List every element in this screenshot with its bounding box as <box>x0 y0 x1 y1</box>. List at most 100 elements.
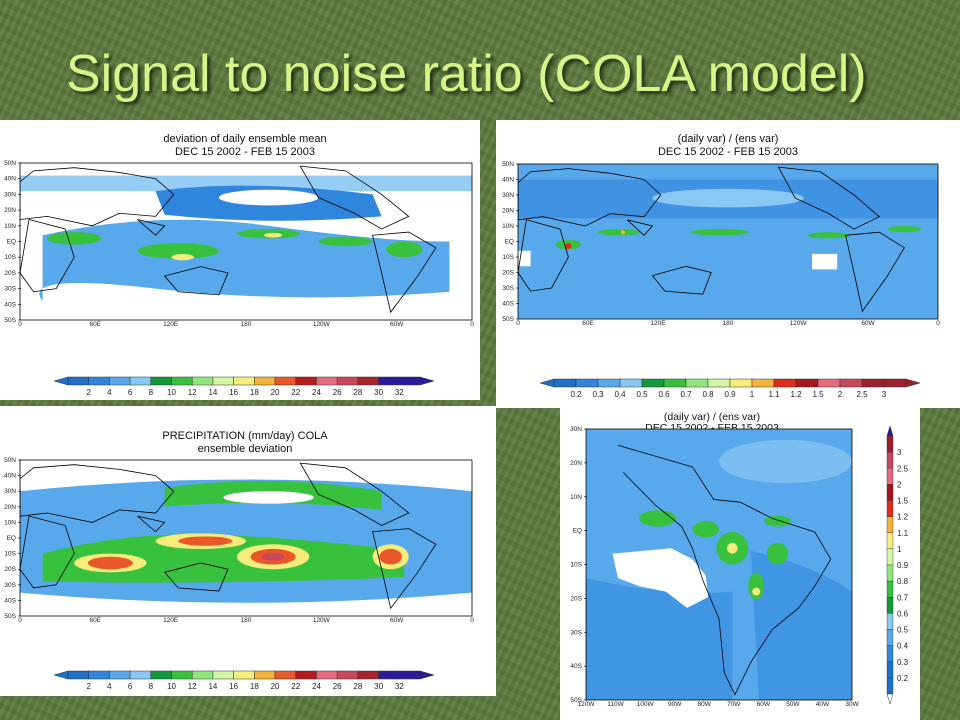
x-axis: 120W 110W 100W 90W 80W 70W 60W 50W 40W 30W <box>578 701 860 708</box>
colorbar-label: 1.1 <box>897 529 909 538</box>
y-tick-label: 30N <box>4 191 16 198</box>
colorbar-label: 2 <box>838 390 843 399</box>
colorbar-label: 0.5 <box>636 390 648 399</box>
colorbar-label: 4 <box>107 388 112 397</box>
y-tick-label: 10S <box>4 551 16 558</box>
y-tick-label: 30N <box>570 426 582 433</box>
y-tick-label: 10N <box>570 494 582 501</box>
y-tick-label: 40S <box>570 663 582 670</box>
colorbar-swatch <box>378 670 400 680</box>
colorbar-label: 0.8 <box>897 577 909 586</box>
colorbar-swatch <box>553 378 577 388</box>
colorbar-swatch <box>886 516 894 533</box>
colorbar-label: 0.6 <box>658 390 670 399</box>
colorbar-label: 22 <box>291 388 300 397</box>
colorbar-label: 8 <box>149 682 154 691</box>
colorbar-label: 1.5 <box>897 497 909 506</box>
colorbar-swatch <box>357 376 379 386</box>
colorbar-swatch <box>316 376 338 386</box>
colorbar-label: 24 <box>312 682 321 691</box>
x-axis: 0 60E 120E 180 120W 60W 0 <box>18 617 474 624</box>
colorbar-label: 0.7 <box>680 390 692 399</box>
colorbar-swatch <box>274 376 297 386</box>
colorbar-swatch <box>597 378 621 388</box>
chart-variance-ratio-south-america: (daily var) / (ens var) DEC 15 2002 - FE… <box>570 411 909 708</box>
x-tick-label: 120W <box>313 321 331 328</box>
colorbar-label: 20 <box>271 388 280 397</box>
colorbar-swatch <box>336 376 359 386</box>
colorbar-label: 8 <box>149 388 154 397</box>
colorbar-swatch <box>399 670 421 680</box>
colorbar-swatch <box>399 376 421 386</box>
y-tick-label: 20S <box>4 566 16 573</box>
x-tick-label: 60E <box>90 321 102 328</box>
colorbar-swatch <box>886 484 894 501</box>
y-tick-label: EQ <box>505 239 514 246</box>
colorbar-swatch <box>883 378 907 388</box>
y-tick-label: 50N <box>4 160 16 167</box>
colorbar-label: 18 <box>250 682 259 691</box>
y-axis: 50N 40N 30N 20N 10N EQ 10S 20S 30S 40S 50S <box>502 161 519 323</box>
colorbar-label: 2.5 <box>856 390 868 399</box>
colorbar-swatch <box>886 435 894 453</box>
colorbar-swatch <box>129 376 152 386</box>
chart-title: (daily var) / (ens var) <box>664 411 760 423</box>
y-tick-label: EQ <box>573 528 582 535</box>
colorbar-swatch <box>886 500 894 517</box>
colorbar-label: 1.5 <box>812 390 824 399</box>
colorbar-swatch <box>886 564 894 582</box>
y-tick-label: 10N <box>502 223 514 230</box>
colorbar-label: 3 <box>897 448 902 457</box>
y-tick-label: 30S <box>502 285 514 292</box>
colorbar-swatch <box>254 670 276 680</box>
colorbar-swatch <box>171 376 193 386</box>
colorbar-label: 0.3 <box>897 658 909 667</box>
colorbar-label: 6 <box>128 388 133 397</box>
x-tick-label: 110W <box>607 701 624 708</box>
colorbar-vertical: 3 2.5 2 1.5 1.2 1.1 1 0.9 0.8 0.7 0.6 0.5 0.4 0.3 0.2 <box>886 425 909 705</box>
colorbar-label: 32 <box>395 682 404 691</box>
colorbar-label: 22 <box>291 682 300 691</box>
colorbar-swatch <box>729 378 753 388</box>
colorbar-swatch <box>254 376 276 386</box>
chart-title: deviation of daily ensemble mean <box>163 133 326 145</box>
x-tick-label: 120W <box>578 701 596 708</box>
x-tick-label: 180 <box>241 321 252 328</box>
colorbar-swatch <box>886 661 894 679</box>
colorbar-swatch <box>886 548 894 566</box>
colorbar-swatch <box>886 645 894 662</box>
colorbar-swatch <box>773 378 797 388</box>
colorbar-label: 0.2 <box>897 674 909 683</box>
colorbar-label: 1.2 <box>790 390 802 399</box>
colorbar-swatch <box>795 378 819 388</box>
x-tick-label: 80W <box>698 701 712 708</box>
x-tick-label: 40W <box>816 701 830 708</box>
map-global <box>19 162 473 321</box>
colorbar-label: 1 <box>897 545 902 554</box>
colorbar-swatch <box>886 613 894 630</box>
panel-variance-ratio-global: (daily var) / (ens var) DEC 15 2002 - FE… <box>496 120 960 408</box>
colorbar-label: 20 <box>271 682 280 691</box>
colorbar-label: 10 <box>167 388 176 397</box>
colorbar-label: 28 <box>353 388 362 397</box>
colorbar-label: 2 <box>86 388 91 397</box>
colorbar-swatch <box>378 376 400 386</box>
x-tick-label: 180 <box>241 617 252 624</box>
colorbar-label: 16 <box>229 388 238 397</box>
y-tick-label: 50S <box>4 317 16 324</box>
x-tick-label: 120E <box>163 321 179 328</box>
colorbar-swatch <box>663 378 687 388</box>
colorbar-swatch <box>641 378 665 388</box>
y-tick-label: 20N <box>4 207 16 214</box>
y-tick-label: EQ <box>7 535 16 542</box>
chart-subtitle: DEC 15 2002 - FEB 15 2003 <box>175 146 315 158</box>
y-tick-label: 40N <box>4 176 16 183</box>
chart-variance-ratio-global: (daily var) / (ens var) DEC 15 2002 - FE… <box>502 133 940 399</box>
x-tick-label: 30W <box>845 701 859 708</box>
colorbar-swatch <box>191 376 214 386</box>
y-tick-label: 40N <box>4 473 16 480</box>
y-tick-label: 50N <box>502 161 514 168</box>
y-axis: 50N 40N 30N 20N 10N EQ 10S 20S 30S 40S 50S <box>4 160 21 324</box>
x-tick-label: 0 <box>18 617 22 624</box>
